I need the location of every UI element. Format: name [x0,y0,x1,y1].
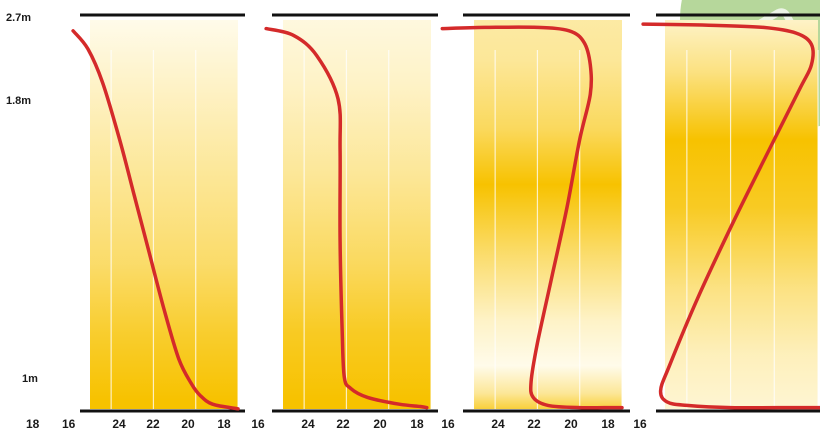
temperature-band [665,20,818,409]
y-tick-label: 1m [22,373,38,385]
chart-panel [641,13,820,413]
x-tick-label: 18 [217,417,231,431]
temperature-band [90,20,238,409]
x-tick-label: 22 [146,417,160,431]
y-tick-label: 1.8m [6,95,31,107]
x-tick-label: 24 [301,417,315,431]
x-tick-label: 22 [336,417,350,431]
x-edge-labels: 18 16 [26,417,76,431]
panels: 24 22 20 18 16 24 22 20 18 16 24 22 20 18 16 [71,13,820,431]
x-tick-label: 24 [112,417,126,431]
x-edge-label: 16 [62,417,76,431]
chart-panel: 24 22 20 18 16 [264,13,455,431]
x-tick-label: 18 [601,417,615,431]
temperature-curve [641,22,820,410]
x-edge-label: 18 [26,417,40,431]
temperature-band [474,20,622,409]
temperature-curve [440,25,624,410]
temperature-band [283,20,431,409]
chart-panel: 24 22 20 18 16 [440,13,647,431]
x-tick-label: 20 [373,417,387,431]
y-axis: 2.7m 1.8m 1m [6,12,38,385]
chart-panel: 24 22 20 18 16 [71,13,265,431]
y-tick-label: 2.7m [6,12,31,24]
x-tick-label: 20 [181,417,195,431]
x-tick-label: 16 [251,417,265,431]
temperature-curve [71,29,240,411]
x-tick-label: 22 [527,417,541,431]
x-tick-label: 18 [410,417,424,431]
x-tick-label: 20 [564,417,578,431]
x-tick-label: 24 [491,417,505,431]
x-tick-label: 16 [633,417,647,431]
temperature-curve [264,26,429,410]
x-tick-label: 16 [441,417,455,431]
